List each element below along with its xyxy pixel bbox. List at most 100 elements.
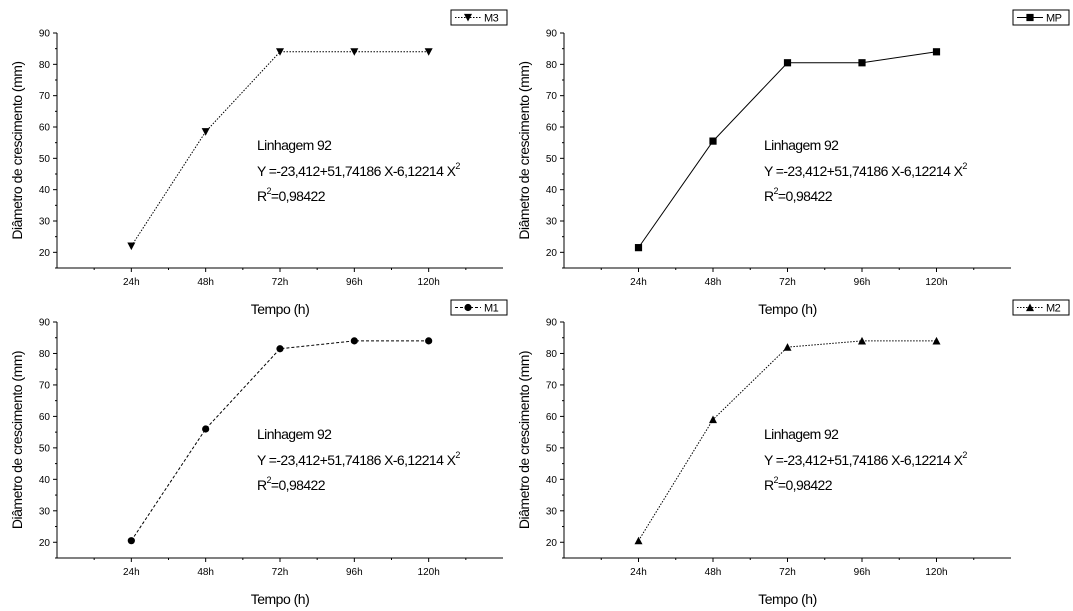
y-tick-label: 50 [546,154,558,165]
annotation-r-squared: R2=0,98422 [764,186,833,204]
legend-marker [464,13,472,22]
chart-panel-m3: 20 30 40 50 60 70 80 90 24h 48h 72h 96h 120h Tempo (h… [9,9,508,317]
y-tick-label: 50 [546,443,558,454]
x-axis-label: Tempo (h) [758,301,817,317]
x-tick-label: 72h [272,277,289,288]
y-tick-label: 20 [546,538,558,549]
legend-label: M1 [484,303,499,315]
x-tick-label: 24h [123,277,140,288]
annotation-title: Linhagem 92 [764,137,839,153]
legend: MP [1012,9,1070,26]
y-tick-label: 50 [39,154,51,165]
x-tick-label: 24h [630,277,647,288]
annotation-equation: Y =-23,412+51,74186 X-6,12214 X2 [764,450,967,468]
data-point-marker [634,244,643,252]
legend-label: MP [1046,13,1062,25]
data-point-marker [276,345,284,353]
x-tick-label: 72h [272,567,289,578]
y-tick-label: 40 [39,475,51,486]
x-tick-label: 96h [346,277,363,288]
y-tick-label: 90 [39,29,51,40]
chart-panel-m2: 20 30 40 50 60 70 80 90 24h 48h 72h 96h 120h Tempo (h… [516,299,1070,607]
annotation-r-squared: R2=0,98422 [764,475,833,493]
y-tick-label: 80 [546,349,558,360]
data-point-marker [932,336,941,345]
y-tick-label: 70 [546,380,558,391]
y-tick-label: 80 [546,60,558,71]
x-tick-label: 120h [418,567,440,578]
legend-marker [1026,13,1034,22]
y-tick-label: 20 [39,248,51,259]
x-tick-label: 96h [346,567,363,578]
annotation-equation: Y =-23,412+51,74186 X-6,12214 X2 [257,450,460,468]
data-point-marker [276,48,284,56]
y-axis-label: Diâmetro de crescimento (mm) [516,61,532,239]
annotation-r-squared: R2=0,98422 [257,186,326,204]
legend-box [450,299,508,316]
x-tick-label: 96h [854,277,871,288]
data-point-marker [425,337,433,345]
data-point-marker [350,337,358,345]
y-tick-label: 40 [39,185,51,196]
annotation-title: Linhagem 92 [764,426,839,442]
x-axis-label: Tempo (h) [758,591,817,607]
x-tick-label: 72h [779,567,796,578]
data-point-marker [202,425,210,433]
data-point-marker [709,137,717,145]
y-tick-label: 70 [39,380,51,391]
legend: M1 [450,299,508,316]
annotation-equation: Y =-23,412+51,74186 X-6,12214 X2 [764,161,967,179]
data-point-marker [634,536,643,545]
annotation-title: Linhagem 92 [257,426,332,442]
data-point-marker [424,48,433,56]
y-tick-label: 60 [546,123,558,134]
x-tick-label: 24h [630,567,647,578]
y-tick-label: 20 [39,538,51,549]
legend: M3 [450,9,508,26]
x-tick-label: 72h [779,277,796,288]
y-tick-label: 90 [39,318,51,329]
y-tick-label: 30 [546,506,558,517]
data-point-marker [858,336,866,345]
x-tick-label: 96h [854,567,871,578]
y-tick-label: 80 [39,349,51,360]
x-axis-label: Tempo (h) [251,301,310,317]
data-point-marker [783,59,792,67]
x-tick-label: 48h [705,567,722,578]
y-tick-label: 70 [546,91,558,102]
y-tick-label: 30 [39,217,51,228]
x-tick-label: 48h [197,277,214,288]
data-point-marker [127,242,136,251]
y-tick-label: 70 [39,91,51,102]
x-tick-label: 48h [705,277,722,288]
x-tick-label: 120h [418,277,440,288]
y-tick-label: 60 [39,412,51,423]
annotation-title: Linhagem 92 [257,137,332,153]
legend-label: M3 [484,13,499,25]
y-tick-label: 90 [546,318,558,329]
chart-panel-m1: 20 30 40 50 60 70 80 90 24h 48h 72h 96h 120h Tempo (h… [9,299,508,607]
legend-marker [1026,303,1034,312]
y-tick-label: 60 [546,412,558,423]
x-axis-label: Tempo (h) [251,591,310,607]
data-point-marker [201,128,210,136]
legend-label: M2 [1046,303,1061,315]
chart-panel-mp: 20 30 40 50 60 70 80 90 24h 48h 72h 96h 120h Tempo (h… [516,9,1070,317]
y-tick-label: 30 [39,506,51,517]
data-point-marker [350,48,359,56]
legend: M2 [1012,299,1070,316]
y-tick-label: 40 [546,475,558,486]
y-tick-label: 30 [546,217,558,228]
data-point-marker [783,343,792,351]
y-tick-label: 60 [39,123,51,134]
series-line [130,51,429,247]
y-axis-label: Diâmetro de crescimento (mm) [9,351,25,529]
x-tick-label: 120h [925,277,947,288]
y-axis-label: Diâmetro de crescimento (mm) [516,351,532,529]
data-point-marker [127,537,135,545]
y-tick-label: 90 [546,29,558,40]
y-tick-label: 20 [546,248,558,259]
y-tick-label: 40 [546,185,558,196]
y-axis-label: Diâmetro de crescimento (mm) [9,61,25,239]
x-tick-label: 48h [197,567,214,578]
